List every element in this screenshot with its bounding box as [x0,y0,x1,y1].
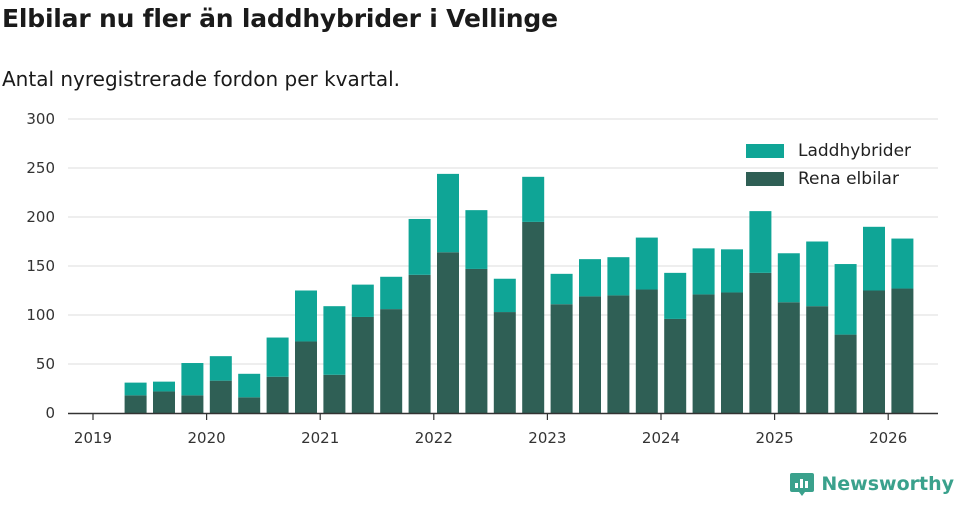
bar-laddhybrider [437,173,459,253]
bar-rena-elbilar [153,391,175,413]
x-tick-label: 2024 [642,429,680,447]
bar-rena-elbilar [124,395,147,413]
bar-laddhybrider [891,238,914,289]
bar-rena-elbilar [266,376,289,413]
bar-laddhybrider [692,248,715,295]
bar-laddhybrider [522,176,545,222]
bar-laddhybrider [266,337,289,377]
x-tick-label: 2026 [869,429,907,447]
bar-rena-elbilar [323,374,346,413]
bar-rena-elbilar [579,296,601,413]
bar-laddhybrider [607,257,630,296]
bar-rena-elbilar [181,395,204,413]
bar-rena-elbilar [295,341,317,413]
legend-item-phev: Laddhybrider [746,137,911,165]
bars [124,173,914,413]
bar-laddhybrider [153,381,175,392]
newsworthy-logo[interactable]: Newsworthy [789,471,954,497]
bar-rena-elbilar [408,274,431,413]
bar-laddhybrider [635,237,658,290]
y-tick-label: 300 [26,110,55,128]
bar-laddhybrider [493,278,516,313]
y-tick-label: 0 [45,404,55,422]
bar-laddhybrider [323,306,346,375]
legend-label-ev: Rena elbilar [798,169,899,189]
bar-rena-elbilar [777,302,800,413]
x-tick-label: 2025 [756,429,794,447]
bar-rena-elbilar [749,272,772,413]
bar-laddhybrider [408,218,431,275]
bar-laddhybrider [749,211,772,273]
bar-laddhybrider [579,259,601,297]
bar-laddhybrider [238,373,261,398]
bar-laddhybrider [834,264,857,335]
bar-rena-elbilar [863,290,885,413]
bar-rena-elbilar [238,397,261,413]
bar-laddhybrider [465,210,488,269]
bar-laddhybrider [863,226,885,291]
x-tick-label: 2023 [528,429,566,447]
bar-rena-elbilar [351,316,374,413]
bar-laddhybrider [806,241,829,307]
y-axis-ticks: 0 50 100 150 200 250 300 [26,110,55,422]
y-tick-label: 200 [26,208,55,226]
legend-swatch-ev [746,172,784,186]
bar-laddhybrider [550,273,573,305]
legend: Laddhybrider Rena elbilar [746,137,911,193]
chart-subtitle: Antal nyregistrerade fordon per kvartal. [2,67,401,91]
newsworthy-icon [790,473,815,496]
bar-laddhybrider [380,276,403,310]
y-tick-label: 100 [26,306,55,324]
bar-rena-elbilar [493,312,516,413]
bar-rena-elbilar [806,306,829,413]
bar-rena-elbilar [635,289,658,413]
y-tick-label: 250 [26,159,55,177]
bar-rena-elbilar [465,268,488,413]
bar-rena-elbilar [437,252,459,413]
legend-swatch-phev [746,144,784,158]
bar-rena-elbilar [692,294,715,413]
y-tick-label: 150 [26,257,55,275]
bar-rena-elbilar [664,318,687,413]
y-tick-label: 50 [36,355,55,373]
bar-rena-elbilar [550,304,573,413]
x-tick-label: 2019 [74,429,112,447]
legend-label-phev: Laddhybrider [798,141,912,161]
bar-rena-elbilar [380,309,403,413]
bar-laddhybrider [209,356,232,381]
bar-rena-elbilar [721,292,743,413]
bar-laddhybrider [777,253,800,303]
legend-item-ev: Rena elbilar [746,165,911,193]
bar-laddhybrider [351,284,374,317]
x-tick-label: 2021 [301,429,339,447]
x-tick-label: 2022 [415,429,453,447]
x-tick-label: 2020 [188,429,226,447]
bar-laddhybrider [295,290,317,342]
bar-laddhybrider [664,272,687,319]
chart-title: Elbilar nu fler än laddhybrider i Vellin… [2,4,558,33]
bar-laddhybrider [124,382,147,396]
bar-rena-elbilar [834,334,857,413]
bar-laddhybrider [181,363,204,396]
bar-rena-elbilar [607,295,630,413]
brand-name: Newsworthy [821,473,954,495]
x-axis-ticks: 2019 2020 2021 2022 2023 2024 2025 2026 [74,413,907,447]
bar-rena-elbilar [209,380,232,413]
bar-rena-elbilar [522,221,545,413]
bar-laddhybrider [721,249,743,293]
bar-rena-elbilar [891,288,914,413]
